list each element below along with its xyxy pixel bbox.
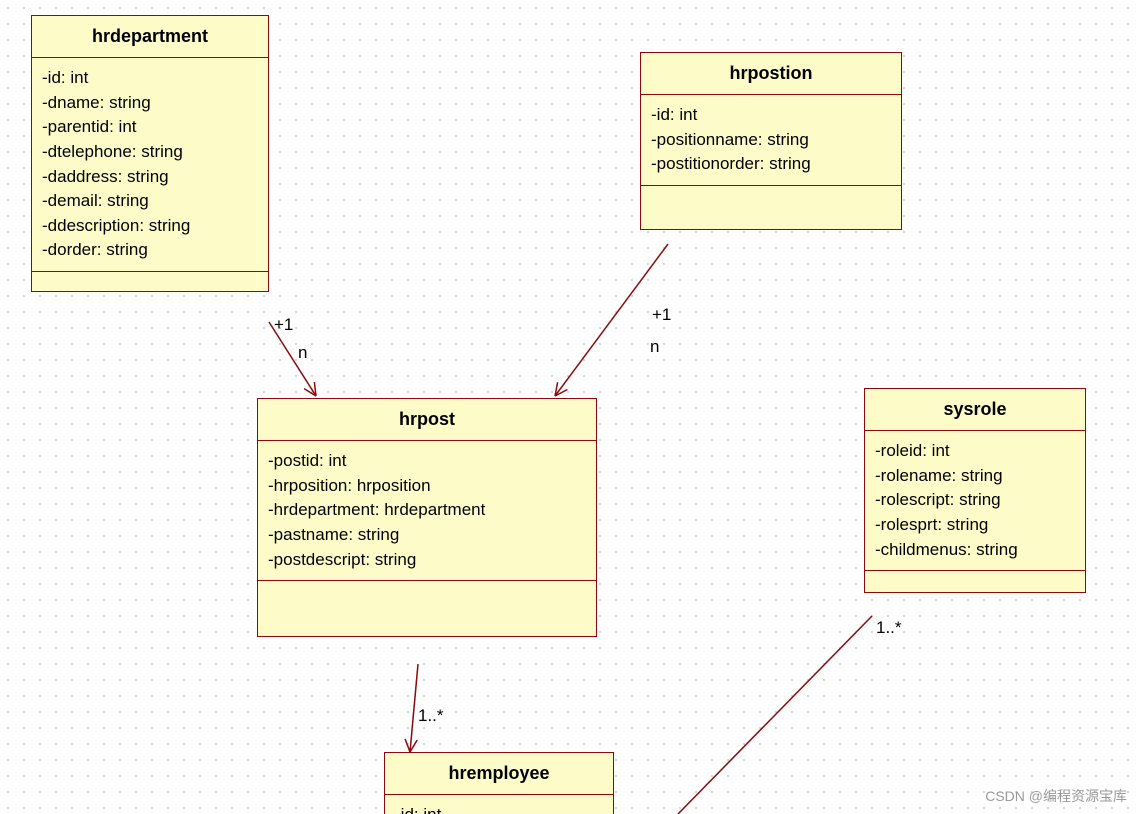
class-attribute: -dname: string	[42, 91, 258, 116]
class-box-hrdepartment[interactable]: hrdepartment-id: int-dname: string-paren…	[31, 15, 269, 292]
class-attributes: -id: int-positionname: string-postitiono…	[640, 94, 902, 186]
class-attribute: -parentid: int	[42, 115, 258, 140]
class-attribute: -childmenus: string	[875, 538, 1075, 563]
class-operations	[31, 272, 269, 292]
class-box-hremployee[interactable]: hremployee -id: int	[384, 752, 614, 814]
class-attribute: -dtelephone: string	[42, 140, 258, 165]
class-attribute: -hrdepartment: hrdepartment	[268, 498, 586, 523]
connector-label: +1	[274, 315, 293, 335]
class-attributes: -roleid: int-rolename: string-rolescript…	[864, 430, 1086, 571]
class-box-sysrole[interactable]: sysrole-roleid: int-rolename: string-rol…	[864, 388, 1086, 593]
class-attribute: -id: int	[651, 103, 891, 128]
class-attribute: -hrposition: hrposition	[268, 474, 586, 499]
class-attribute: -id: int	[42, 66, 258, 91]
connector-label: n	[298, 343, 307, 363]
class-box-hrpost[interactable]: hrpost-postid: int-hrposition: hrpositio…	[257, 398, 597, 637]
class-attributes: -id: int	[384, 794, 614, 814]
class-attribute: -rolescript: string	[875, 488, 1075, 513]
connector-label: n	[650, 337, 659, 357]
connector-label: +1	[652, 305, 671, 325]
class-attribute: -pastname: string	[268, 523, 586, 548]
class-attribute: -demail: string	[42, 189, 258, 214]
class-attribute: -postitionorder: string	[651, 152, 891, 177]
class-title: hremployee	[384, 752, 614, 794]
class-attribute: -daddress: string	[42, 165, 258, 190]
diagram-canvas: CSDN @编程资源宝库 hrdepartment-id: int-dname:…	[0, 0, 1141, 814]
connector-label: 1..*	[876, 618, 902, 638]
class-attribute: -postid: int	[268, 449, 586, 474]
class-title: hrpostion	[640, 52, 902, 94]
class-attributes: -id: int-dname: string-parentid: int-dte…	[31, 57, 269, 272]
class-attribute: -dorder: string	[42, 238, 258, 263]
watermark-text: CSDN @编程资源宝库	[985, 786, 1127, 806]
class-attribute: -ddescription: string	[42, 214, 258, 239]
class-attribute: -id: int	[395, 803, 603, 814]
class-title: sysrole	[864, 388, 1086, 430]
class-attribute: -roleid: int	[875, 439, 1075, 464]
class-attribute: -postdescript: string	[268, 548, 586, 573]
connector-label: 1..*	[418, 706, 444, 726]
class-attribute: -positionname: string	[651, 128, 891, 153]
class-attributes: -postid: int-hrposition: hrposition-hrde…	[257, 440, 597, 581]
class-operations	[640, 186, 902, 230]
class-box-hrpostion[interactable]: hrpostion-id: int-positionname: string-p…	[640, 52, 902, 230]
class-attribute: -rolesprt: string	[875, 513, 1075, 538]
class-attribute: -rolename: string	[875, 464, 1075, 489]
class-title: hrdepartment	[31, 15, 269, 57]
class-operations	[864, 571, 1086, 593]
class-title: hrpost	[257, 398, 597, 440]
class-operations	[257, 581, 597, 637]
